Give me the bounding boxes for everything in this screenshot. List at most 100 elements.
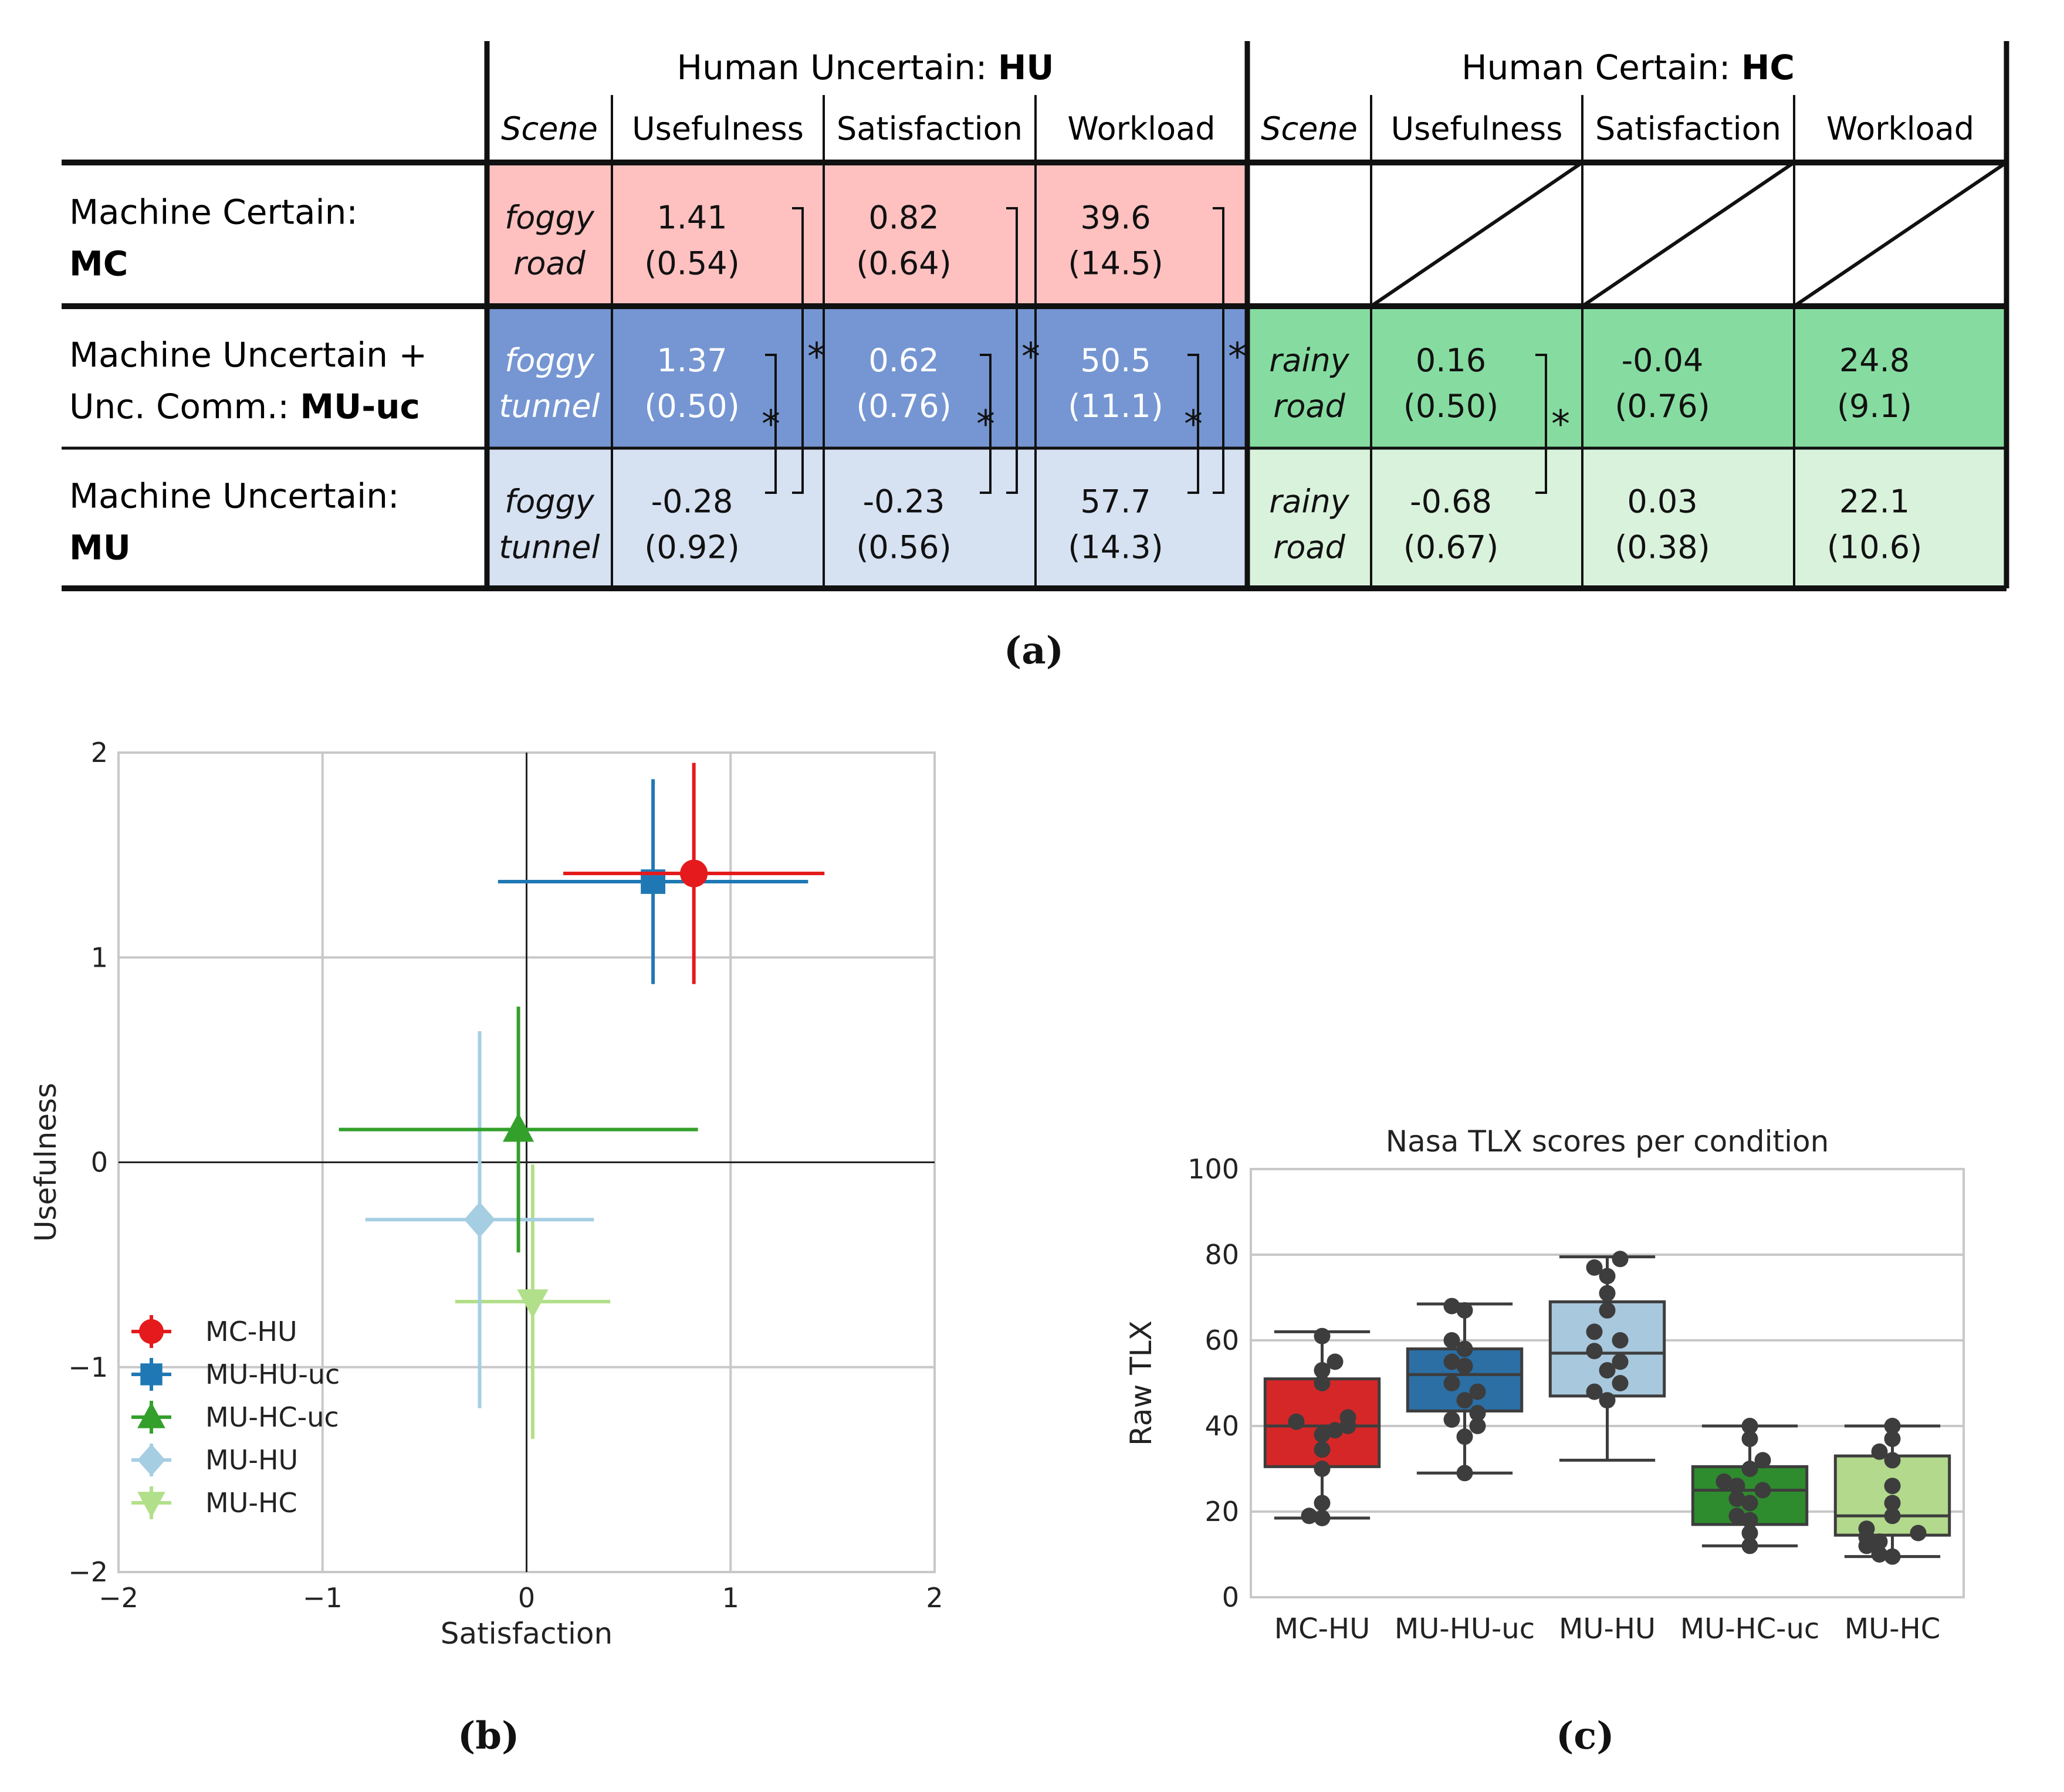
significance-star: * <box>762 403 780 446</box>
x-tick-label: −1 <box>303 1582 343 1614</box>
cell-mean: 0.62 <box>868 342 939 379</box>
significance-bracket <box>1187 354 1199 494</box>
cell-sd: (11.1) <box>1068 388 1163 425</box>
col-header-hc-2: Satisfaction <box>1595 110 1781 147</box>
data-point-mu-hc <box>1884 1495 1901 1512</box>
cell-mean: 39.6 <box>1080 199 1151 236</box>
significance-bracket <box>1213 207 1224 494</box>
y-tick-label: −1 <box>68 1351 108 1383</box>
data-point-mc-hu <box>1327 1422 1344 1439</box>
data-point-mu-hc <box>1858 1529 1875 1546</box>
data-point-mu-hc-uc <box>1716 1473 1733 1490</box>
cell-sd: (14.3) <box>1068 529 1163 566</box>
data-point-mu-hu-uc <box>1456 1392 1473 1409</box>
plot-area <box>1250 1168 1965 1598</box>
data-point-mu-hu <box>1599 1362 1616 1379</box>
data-point-mu-hc-uc <box>1741 1430 1758 1447</box>
x-tick-label: 0 <box>518 1582 535 1614</box>
significance-bracket <box>1535 354 1547 494</box>
significance-star: * <box>1021 336 1040 379</box>
point-mc-hu <box>680 859 708 887</box>
legend-label-mc-hu: MC-HU <box>205 1316 297 1347</box>
data-point-mu-hu <box>1612 1375 1629 1391</box>
y-tick-label: 2 <box>91 737 108 768</box>
legend-marker-mu-hc <box>137 1492 165 1518</box>
data-point-mu-hc <box>1910 1525 1927 1542</box>
box-mu-hu <box>1548 1300 1666 1398</box>
data-point-mu-hu-uc <box>1443 1332 1460 1349</box>
cell-mean: -0.68 <box>1410 483 1492 520</box>
data-point-mu-hu <box>1586 1323 1603 1340</box>
cell-sd: (9.1) <box>1837 388 1912 425</box>
y-axis-label: Usefulness <box>29 1083 63 1242</box>
data-point-mu-hu <box>1612 1353 1629 1370</box>
data-point-mu-hc <box>1884 1452 1901 1469</box>
data-point-mu-hc-uc <box>1741 1525 1758 1542</box>
y-tick-label: 0 <box>1222 1581 1239 1613</box>
cell-mean: 22.1 <box>1839 483 1910 520</box>
significance-star: * <box>1228 336 1247 379</box>
data-point-mu-hc <box>1884 1430 1901 1447</box>
scene-word-2: tunnel <box>499 529 600 566</box>
data-point-mu-hu-uc <box>1469 1405 1486 1422</box>
data-point-mu-hu-uc <box>1443 1298 1460 1315</box>
legend-marker-mu-hc-uc <box>137 1402 165 1428</box>
cell-mean: 0.03 <box>1627 483 1697 520</box>
data-point-mc-hu <box>1288 1413 1305 1430</box>
panel-c-caption: (c) <box>1556 1714 1615 1758</box>
x-tick-label-mu-hu-uc: MU-HU-uc <box>1395 1613 1535 1645</box>
hc-row-fill-2 <box>1247 448 2007 588</box>
data-point-mu-hc <box>1871 1533 1888 1550</box>
x-tick-label: 1 <box>722 1582 739 1614</box>
point-mu-hu-uc <box>641 869 666 894</box>
scene-word-1: foggy <box>505 342 595 379</box>
y-tick-label: 20 <box>1204 1496 1239 1527</box>
y-tick-label: 60 <box>1204 1324 1239 1356</box>
cell-mean: -0.04 <box>1622 342 1704 379</box>
chart-title: Nasa TLX scores per condition <box>1386 1124 1829 1158</box>
col-header-hc-3: Workload <box>1826 110 1974 147</box>
legend-label-mu-hu: MU-HU <box>205 1444 298 1476</box>
box-mu-hc <box>1833 1454 1951 1537</box>
data-point-mu-hc-uc <box>1754 1452 1771 1469</box>
empty-cell-diagonal <box>1581 161 1795 308</box>
cell-sd: (0.50) <box>1403 388 1498 425</box>
data-point-mu-hu-uc <box>1456 1428 1473 1445</box>
cell-sd: (0.54) <box>644 245 739 282</box>
row-label-line2: Unc. Comm.: MU-uc <box>69 387 420 426</box>
data-point-mc-hu <box>1314 1461 1331 1477</box>
hc-row-fill-1 <box>1247 306 2007 448</box>
data-point-mc-hu <box>1314 1362 1331 1379</box>
scene-word-2: tunnel <box>499 388 600 425</box>
cell-sd: (14.5) <box>1068 245 1163 282</box>
data-point-mu-hu-uc <box>1456 1465 1473 1482</box>
data-point-mu-hc-uc <box>1728 1490 1745 1508</box>
cell-mean: 1.37 <box>657 342 727 379</box>
data-point-mc-hu <box>1314 1426 1331 1443</box>
row-label-line1: Machine Uncertain + <box>69 335 427 375</box>
cell-mean: 1.41 <box>657 199 727 236</box>
y-tick-label: 80 <box>1204 1239 1239 1271</box>
data-point-mu-hu-uc <box>1469 1383 1486 1400</box>
col-header-hu-0: Scene <box>501 110 598 147</box>
significance-star: * <box>976 403 995 446</box>
significance-bracket <box>980 354 992 494</box>
col-header-hc-0: Scene <box>1261 110 1358 147</box>
x-tick-label-mc-hu: MC-HU <box>1274 1613 1370 1645</box>
data-point-mu-hu <box>1599 1285 1616 1302</box>
significance-bracket <box>792 207 804 494</box>
legend-label-mu-hu-uc: MU-HU-uc <box>205 1359 340 1390</box>
col-header-hu-3: Workload <box>1067 110 1215 147</box>
hu-row-fill-0 <box>487 162 1247 306</box>
data-point-mu-hu <box>1599 1392 1616 1409</box>
row-label-line2: MC <box>69 244 128 284</box>
legend-marker-mu-hu-uc <box>140 1363 163 1386</box>
data-point-mu-hu-uc <box>1456 1302 1473 1319</box>
legend-label-mu-hc-uc: MU-HC-uc <box>205 1401 339 1433</box>
hu-row-fill-1 <box>487 306 1247 448</box>
panel-a-table: Human Uncertain: HU Human Certain: HC Scen… <box>62 41 2009 591</box>
y-tick-label: −2 <box>68 1556 108 1588</box>
x-tick-label-mu-hc: MU-HC <box>1845 1613 1940 1645</box>
row-label-line1: Machine Certain: <box>69 192 358 232</box>
data-point-mu-hc-uc <box>1754 1482 1771 1499</box>
